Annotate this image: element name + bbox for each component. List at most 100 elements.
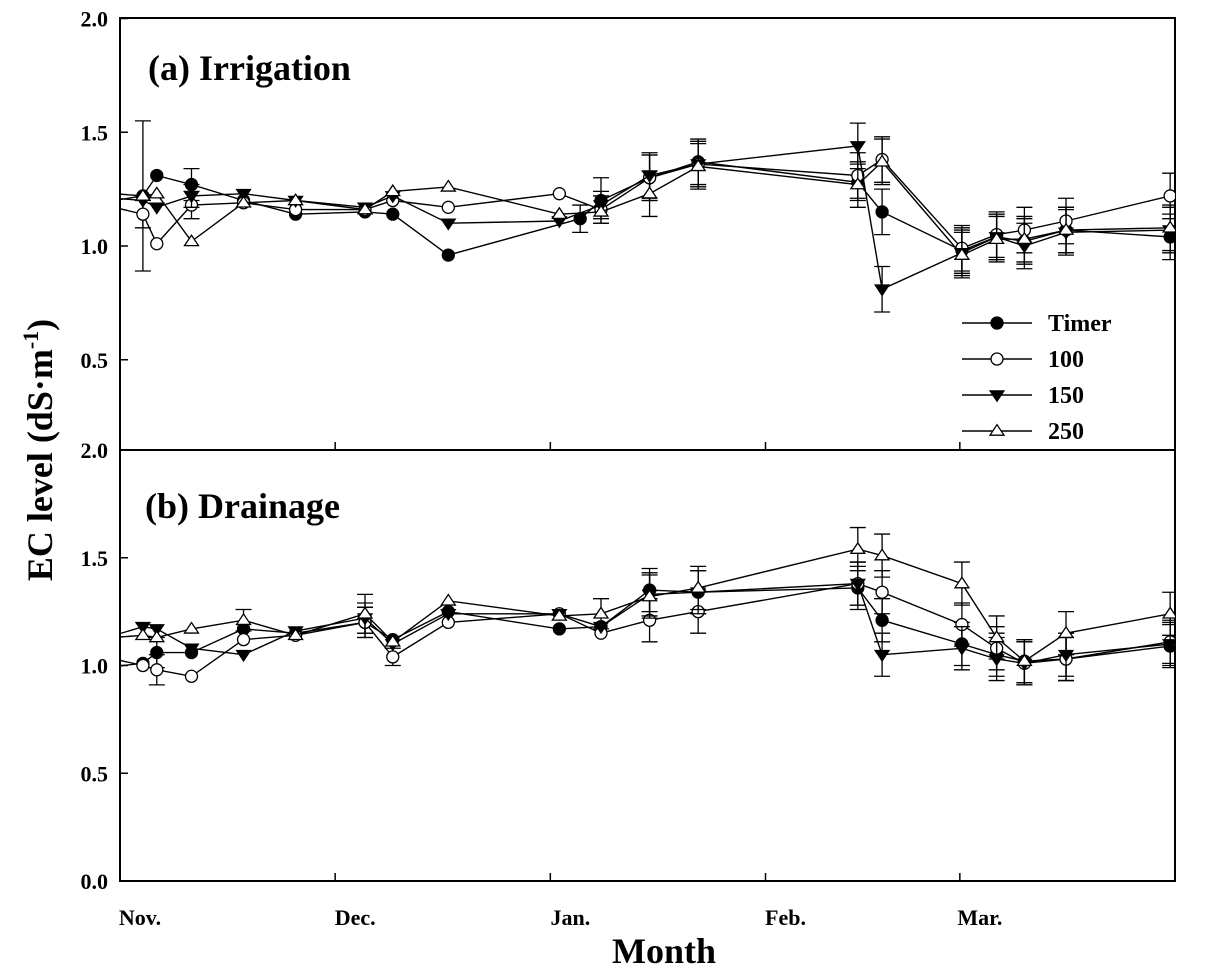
y-tick-label: 0.5: [81, 761, 109, 786]
data-point: [134, 627, 152, 641]
data-point: [235, 188, 252, 202]
data-point: [1162, 639, 1175, 652]
data-point: [441, 200, 455, 214]
panel-b-plot: [78, 526, 1175, 686]
data-point: [552, 622, 567, 636]
data-point: [440, 218, 457, 231]
y-tick-label: 1.0: [81, 654, 109, 679]
x-tick-label: Mar.: [957, 905, 1002, 930]
data-point: [384, 634, 401, 647]
y-axis-title-close: ): [20, 319, 60, 331]
panel-a-title: (a) Irrigation: [148, 48, 351, 88]
series-line: [120, 145, 1171, 291]
data-point: [183, 233, 200, 247]
data-point: [641, 186, 658, 199]
data-point: [592, 204, 610, 217]
data-point: [1057, 222, 1075, 235]
data-point: [988, 630, 1005, 643]
data-point: [148, 630, 166, 643]
y-tick-label: 1.5: [81, 120, 109, 145]
y-tick-label: 1.0: [81, 234, 109, 259]
data-point: [386, 207, 400, 221]
data-point: [440, 608, 457, 622]
data-point: [873, 649, 891, 663]
legend-item-250: 250: [962, 419, 1084, 445]
data-point: [551, 206, 568, 220]
data-point: [1161, 220, 1175, 233]
data-point: [78, 640, 92, 651]
data-point: [287, 193, 304, 206]
y-axis-title-sup: -1: [18, 331, 43, 349]
panel-b-title: (b) Drainage: [145, 486, 340, 526]
data-point: [988, 231, 1005, 245]
series-line: [120, 582, 1171, 678]
data-point: [384, 183, 401, 197]
y-tick-label: 2.0: [81, 438, 109, 463]
data-point: [78, 192, 92, 203]
data-point: [386, 650, 400, 664]
legend-label: Timer: [1048, 311, 1112, 337]
series-line: [120, 548, 1171, 663]
data-point: [689, 580, 707, 593]
data-point: [150, 663, 164, 677]
legend-item-Timer: Timer: [962, 311, 1112, 337]
data-point: [552, 187, 567, 201]
legend-item-100: 100: [962, 347, 1084, 373]
y-tick-label: 1.5: [81, 546, 109, 571]
data-point: [1016, 653, 1033, 667]
data-point: [287, 627, 304, 641]
x-tick-label: Nov.: [119, 905, 161, 930]
data-point: [849, 541, 867, 554]
data-point: [356, 606, 374, 619]
data-point: [875, 205, 889, 219]
legend-label: 250: [1048, 419, 1084, 445]
data-point: [849, 578, 866, 591]
y-axis-title: EC level (dS·m-1): [18, 319, 60, 581]
legend-label: 150: [1048, 383, 1084, 409]
data-point: [183, 643, 200, 656]
legend-marker: [990, 352, 1004, 366]
data-point: [148, 202, 165, 215]
data-point: [953, 247, 971, 260]
data-point: [953, 643, 971, 656]
x-tick-label: Dec.: [335, 905, 376, 930]
data-point: [79, 195, 91, 207]
data-point: [183, 191, 200, 204]
data-point: [441, 248, 455, 262]
data-point: [953, 576, 971, 589]
data-point: [641, 589, 658, 602]
data-point: [875, 585, 889, 599]
legend-marker: [988, 423, 1006, 436]
panel-a-plot: [78, 120, 1175, 313]
data-point: [1016, 231, 1033, 245]
data-point: [148, 186, 166, 199]
data-point: [849, 141, 866, 154]
data-point: [79, 199, 91, 211]
data-point: [1161, 606, 1175, 619]
data-point: [78, 633, 92, 644]
y-axis-title-main: EC level (dS·m: [20, 349, 60, 581]
data-point: [235, 195, 252, 208]
y-tick-label: 0.5: [81, 348, 109, 373]
series-250: [78, 138, 1175, 279]
series-250: [78, 526, 1175, 684]
legend-item-150: 150: [962, 383, 1084, 409]
data-point: [235, 649, 252, 663]
data-point: [873, 154, 891, 167]
data-point: [873, 548, 891, 561]
x-tick-label: Jan.: [550, 905, 590, 930]
data-point: [150, 168, 164, 183]
data-point: [78, 185, 92, 196]
legend-label: 100: [1048, 347, 1084, 373]
x-axis-title: Month: [612, 931, 716, 971]
data-point: [184, 669, 199, 683]
data-point: [356, 202, 374, 215]
data-point: [440, 179, 457, 192]
data-point: [1163, 189, 1175, 203]
data-point: [150, 237, 164, 251]
data-point: [875, 613, 889, 627]
data-point: [136, 658, 150, 673]
y-tick-label: 2.0: [81, 7, 109, 32]
